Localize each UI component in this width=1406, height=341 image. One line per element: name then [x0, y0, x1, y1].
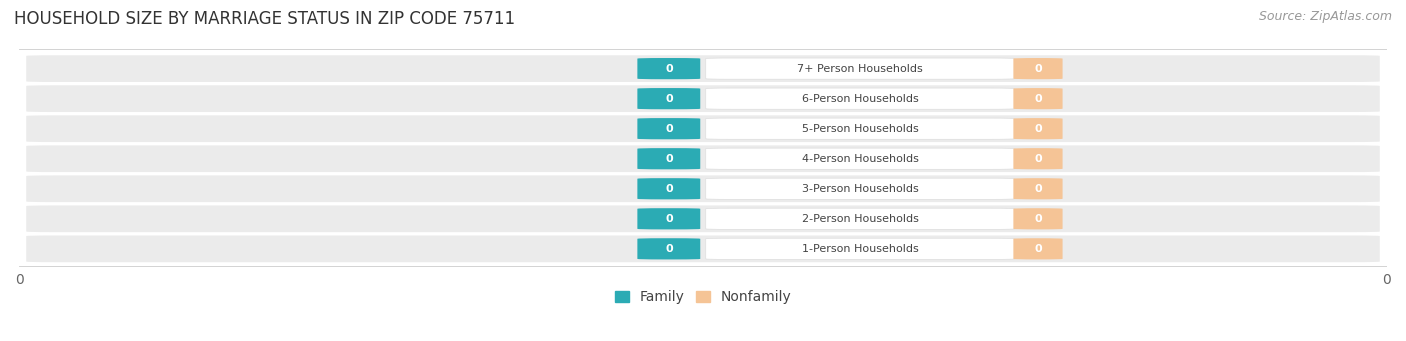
FancyBboxPatch shape — [637, 208, 700, 229]
Text: 0: 0 — [665, 94, 672, 104]
FancyBboxPatch shape — [27, 145, 1379, 172]
Text: 3-Person Households: 3-Person Households — [801, 184, 918, 194]
Text: 2-Person Households: 2-Person Households — [801, 214, 918, 224]
Text: 0: 0 — [1035, 94, 1042, 104]
Text: 5-Person Households: 5-Person Households — [801, 124, 918, 134]
Text: 0: 0 — [1035, 154, 1042, 164]
FancyBboxPatch shape — [706, 208, 1015, 229]
FancyBboxPatch shape — [706, 58, 1015, 79]
FancyBboxPatch shape — [706, 148, 1015, 169]
FancyBboxPatch shape — [1014, 238, 1063, 260]
Text: 0: 0 — [665, 64, 672, 74]
Text: Source: ZipAtlas.com: Source: ZipAtlas.com — [1258, 10, 1392, 23]
FancyBboxPatch shape — [1014, 208, 1063, 229]
FancyBboxPatch shape — [706, 178, 1015, 199]
FancyBboxPatch shape — [1014, 178, 1063, 199]
Text: 0: 0 — [1035, 64, 1042, 74]
Text: 4-Person Households: 4-Person Households — [801, 154, 918, 164]
FancyBboxPatch shape — [637, 178, 700, 199]
FancyBboxPatch shape — [706, 118, 1015, 139]
FancyBboxPatch shape — [27, 55, 1379, 82]
Legend: Family, Nonfamily: Family, Nonfamily — [609, 284, 797, 310]
FancyBboxPatch shape — [27, 85, 1379, 112]
Text: 7+ Person Households: 7+ Person Households — [797, 64, 924, 74]
FancyBboxPatch shape — [637, 58, 700, 79]
FancyBboxPatch shape — [706, 238, 1015, 260]
FancyBboxPatch shape — [706, 88, 1015, 109]
Text: 0: 0 — [1035, 214, 1042, 224]
Text: 0: 0 — [665, 214, 672, 224]
Text: 0: 0 — [665, 184, 672, 194]
Text: 0: 0 — [665, 154, 672, 164]
FancyBboxPatch shape — [1014, 58, 1063, 79]
FancyBboxPatch shape — [1014, 148, 1063, 169]
FancyBboxPatch shape — [27, 236, 1379, 262]
Text: HOUSEHOLD SIZE BY MARRIAGE STATUS IN ZIP CODE 75711: HOUSEHOLD SIZE BY MARRIAGE STATUS IN ZIP… — [14, 10, 515, 28]
Text: 0: 0 — [1035, 184, 1042, 194]
Text: 0: 0 — [1035, 124, 1042, 134]
FancyBboxPatch shape — [27, 175, 1379, 202]
FancyBboxPatch shape — [637, 148, 700, 169]
FancyBboxPatch shape — [637, 88, 700, 109]
Text: 1-Person Households: 1-Person Households — [801, 244, 918, 254]
FancyBboxPatch shape — [637, 238, 700, 260]
FancyBboxPatch shape — [27, 115, 1379, 142]
Text: 0: 0 — [665, 244, 672, 254]
Text: 0: 0 — [665, 124, 672, 134]
FancyBboxPatch shape — [1014, 88, 1063, 109]
Text: 0: 0 — [1035, 244, 1042, 254]
FancyBboxPatch shape — [637, 118, 700, 139]
FancyBboxPatch shape — [1014, 118, 1063, 139]
Text: 6-Person Households: 6-Person Households — [801, 94, 918, 104]
FancyBboxPatch shape — [27, 205, 1379, 232]
